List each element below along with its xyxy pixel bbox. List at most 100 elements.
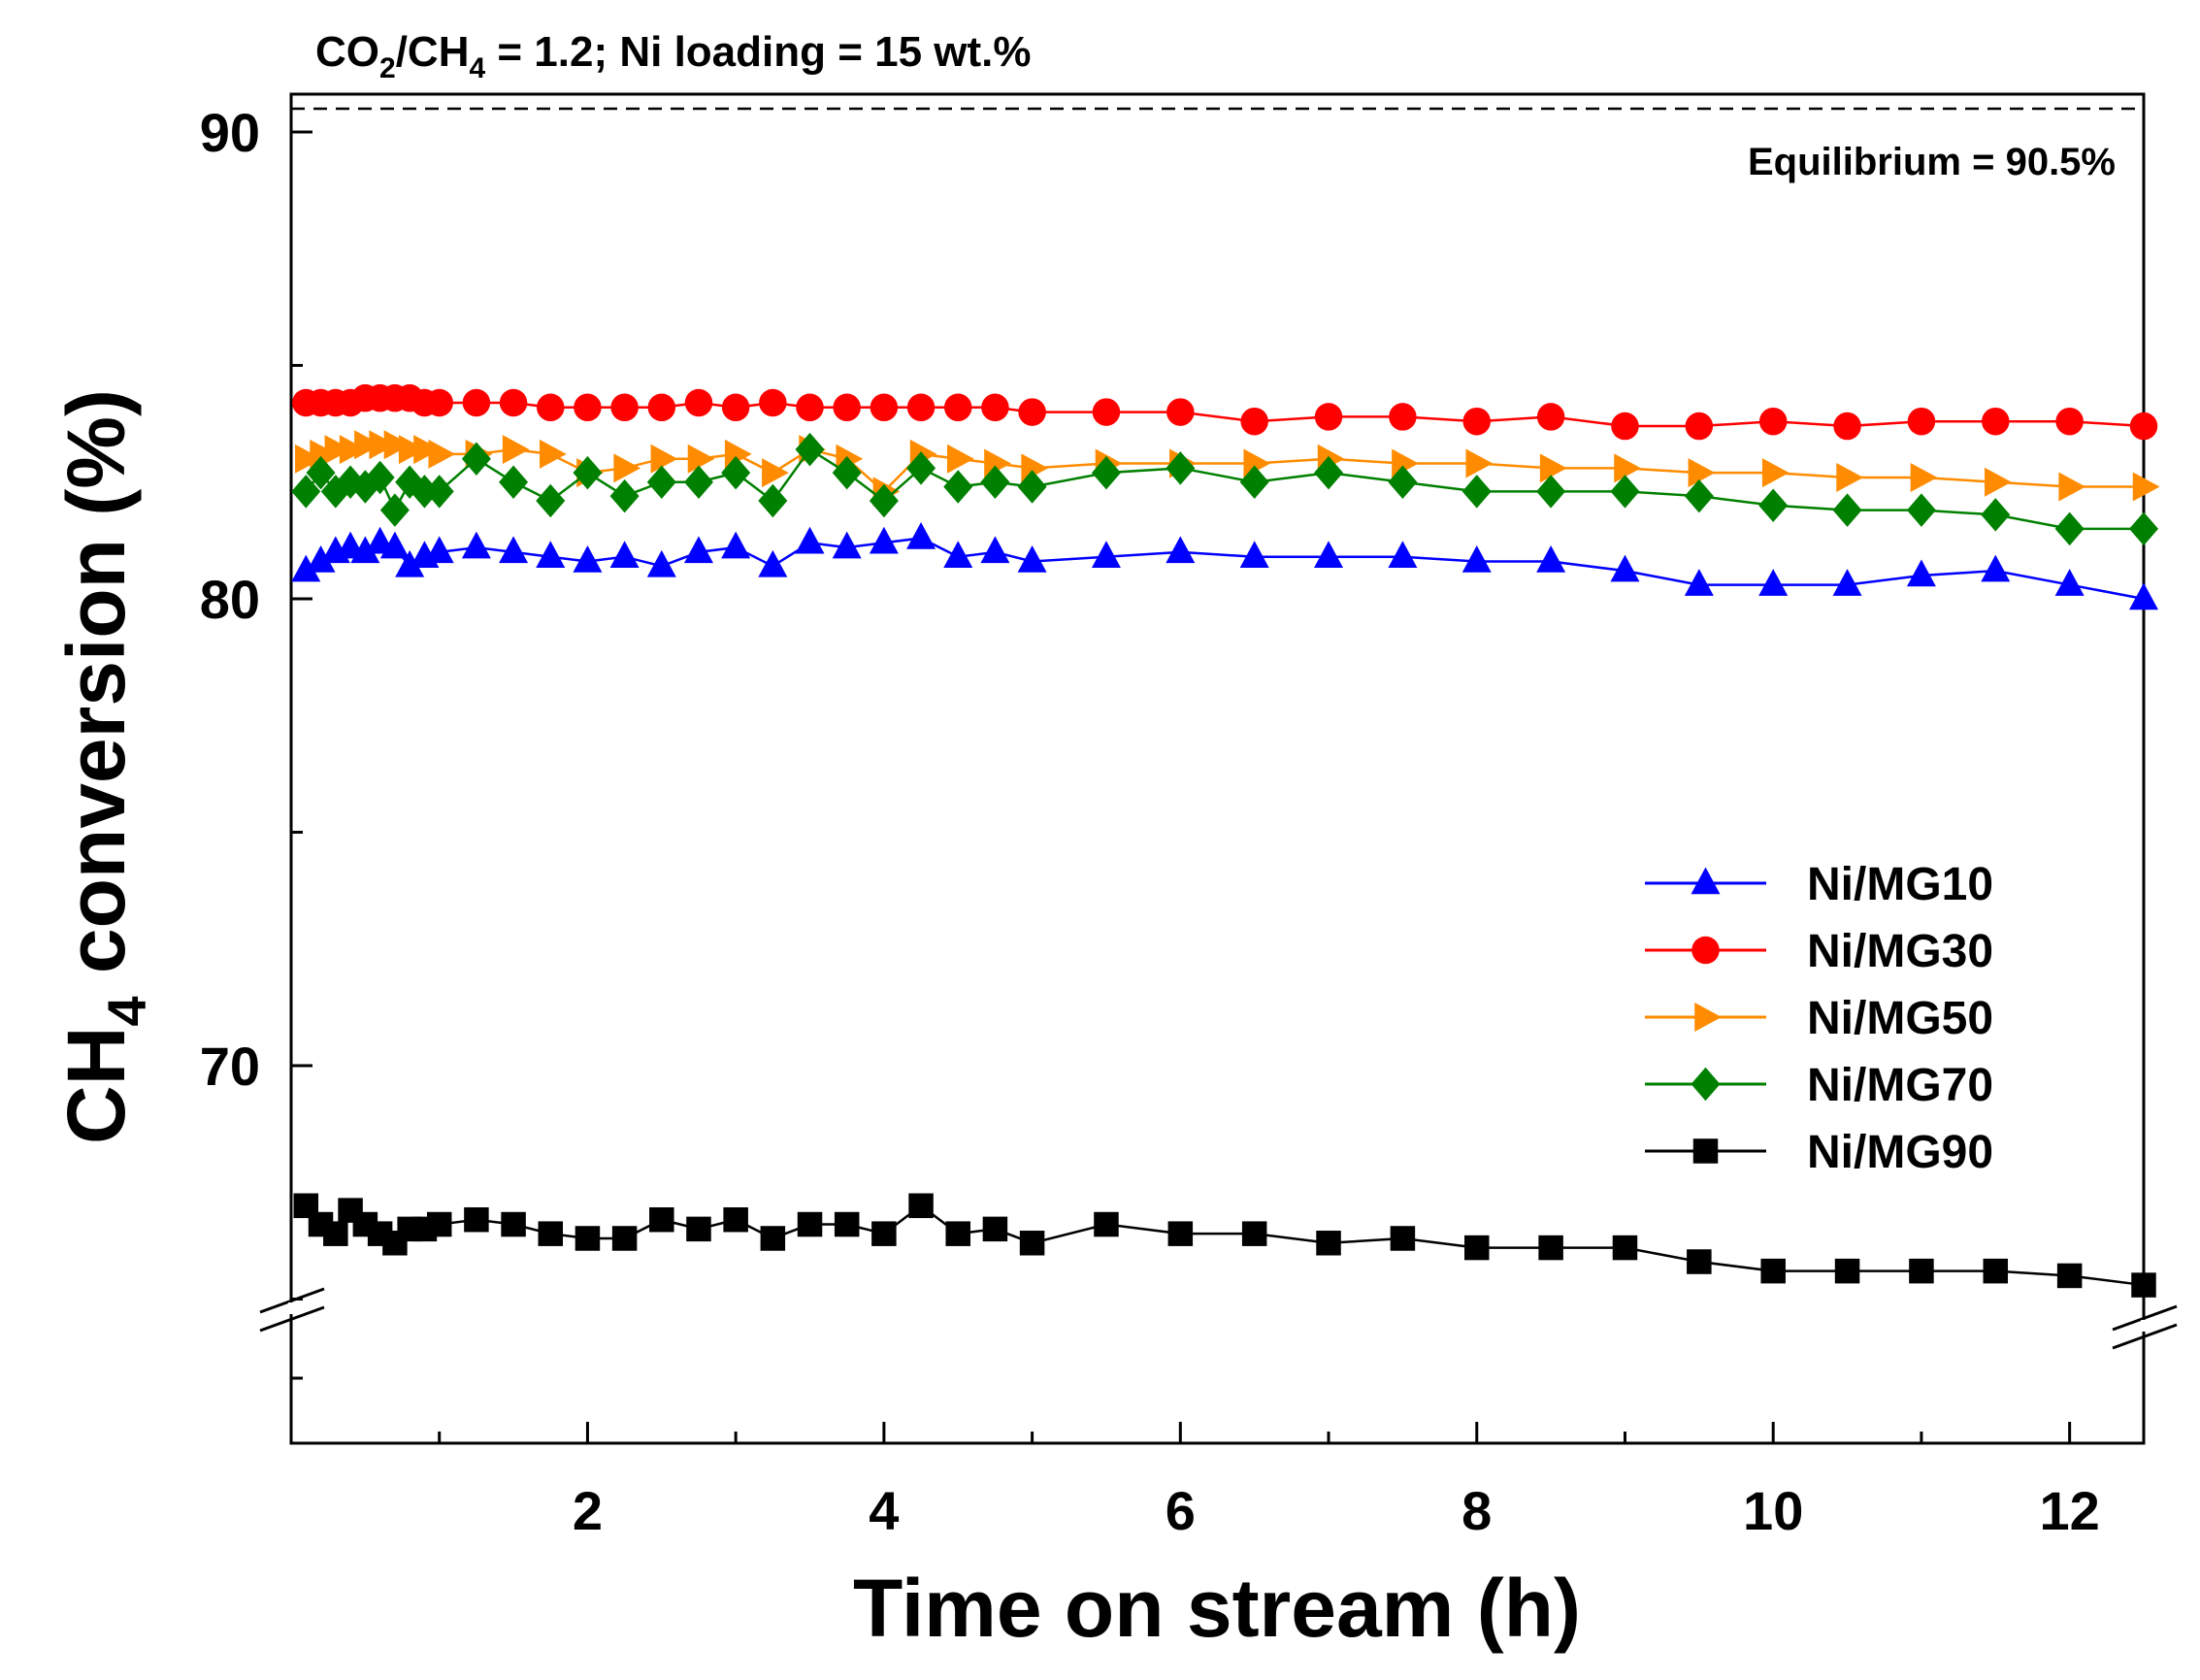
data-point	[610, 393, 639, 422]
data-point	[1834, 1258, 1860, 1284]
data-point	[1314, 455, 1344, 490]
data-point	[1389, 403, 1417, 431]
data-point	[2054, 569, 2085, 596]
data-point	[980, 465, 1010, 499]
legend-label: Ni/MG50	[1807, 993, 1993, 1044]
data-point	[1536, 545, 1566, 573]
data-point	[943, 393, 972, 422]
data-point	[462, 388, 491, 417]
legend-item: Ni/MG30	[1645, 926, 1993, 977]
data-point	[501, 1211, 526, 1237]
data-point	[350, 536, 380, 564]
data-point	[461, 531, 491, 559]
data-point	[760, 1226, 786, 1251]
data-point	[1688, 458, 1716, 488]
data-point	[1684, 569, 1714, 596]
data-point	[424, 475, 454, 509]
data-point	[2132, 472, 2160, 502]
data-point	[1388, 541, 1418, 568]
data-point	[2129, 511, 2158, 546]
data-point	[573, 545, 603, 573]
data-point	[365, 460, 395, 495]
data-point	[291, 554, 321, 582]
data-point	[1091, 541, 1121, 568]
data-point	[1907, 407, 1936, 436]
data-point	[1692, 1138, 1719, 1164]
y-axis-break-right	[2112, 1304, 2178, 1350]
data-point	[1610, 475, 1640, 509]
data-point	[871, 1221, 897, 1246]
data-point	[1539, 453, 1567, 483]
data-point	[1614, 453, 1641, 483]
data-point	[870, 393, 899, 422]
data-point	[1390, 1226, 1416, 1251]
legend-item: Ni/MG10	[1645, 859, 1993, 910]
x-tick-label: 12	[2039, 1480, 2099, 1541]
data-point	[1832, 493, 1862, 527]
series-ni-mg50	[295, 430, 2160, 507]
series-ni-mg30	[292, 383, 2158, 441]
axis-ticks: 2 4 6 8 10 12 70 80 90	[200, 102, 2100, 1541]
data-point	[1906, 559, 1936, 587]
x-tick-label: 10	[1743, 1480, 1803, 1541]
data-point	[398, 435, 426, 465]
data-point	[2131, 1272, 2156, 1298]
data-point	[1314, 403, 1343, 431]
data-point	[832, 531, 862, 559]
legend-label: Ni/MG10	[1807, 859, 1993, 910]
series-ni-mg70	[291, 432, 2158, 546]
series-layer	[291, 383, 2160, 1298]
data-point	[609, 541, 640, 568]
data-point	[721, 393, 750, 422]
data-point	[536, 483, 566, 518]
data-point	[833, 393, 861, 422]
data-point	[306, 545, 336, 573]
data-point	[721, 531, 751, 559]
data-point	[410, 475, 440, 509]
data-point	[573, 455, 603, 490]
data-point	[795, 432, 825, 467]
data-point	[650, 444, 678, 474]
data-point	[383, 430, 411, 460]
data-point	[379, 493, 410, 527]
data-point	[1018, 398, 1046, 426]
chart-title-part: = 1.2; Ni loading = 15 wt.%	[485, 28, 1031, 76]
legend-item: Ni/MG90	[1645, 1127, 1993, 1178]
data-point	[1691, 867, 1721, 895]
data-point	[1694, 1003, 1722, 1032]
data-point	[574, 393, 602, 422]
data-point	[945, 1221, 970, 1246]
data-point	[1758, 488, 1789, 523]
data-point	[646, 465, 676, 499]
y-axis-label-part: conversion (%)	[50, 389, 142, 996]
data-point	[1536, 475, 1566, 509]
plot-frame	[289, 92, 2146, 1445]
data-point	[1464, 1235, 1490, 1261]
data-point	[686, 1216, 711, 1242]
data-point	[1982, 407, 2010, 436]
data-point	[540, 439, 567, 469]
y-axis-label-part: CH	[50, 1027, 142, 1144]
data-point	[1685, 412, 1714, 441]
data-point	[980, 536, 1010, 564]
x-axis-label: Time on stream (h)	[853, 1563, 1581, 1654]
data-point	[1909, 1258, 1934, 1284]
data-point	[1017, 545, 1047, 573]
y-axis-break-left	[259, 1287, 325, 1333]
data-point	[982, 1216, 1008, 1242]
data-point	[1758, 407, 1788, 436]
data-point	[906, 451, 936, 485]
data-point	[426, 1211, 452, 1237]
y-axis-label: CH4 conversion (%)	[50, 389, 157, 1144]
data-point	[1611, 412, 1639, 441]
legend: Ni/MG10 Ni/MG30 Ni/MG50 Ni/MG70 Ni/MG90	[1645, 859, 1993, 1178]
legend-item: Ni/MG50	[1645, 993, 1993, 1044]
chart-title-sub: 4	[469, 52, 485, 84]
data-point	[424, 536, 454, 564]
series-ni-mg10	[291, 521, 2158, 610]
data-point	[869, 526, 899, 554]
data-point	[646, 549, 676, 577]
data-point	[1166, 398, 1195, 426]
data-point	[796, 393, 824, 422]
